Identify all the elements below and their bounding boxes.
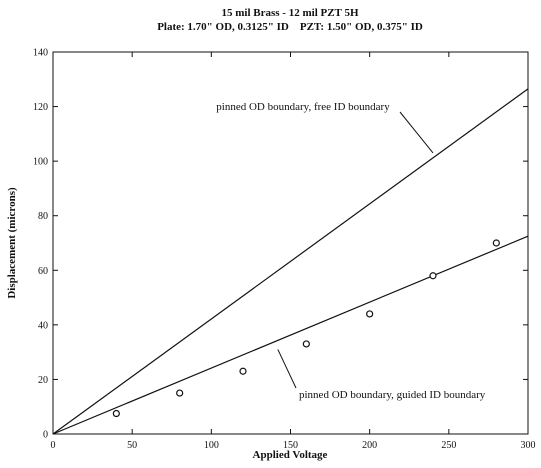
series-line-2: [52, 235, 529, 435]
y-axis-label: Displacement (microns): [6, 187, 18, 299]
y-tick-label: 20: [38, 375, 48, 386]
x-tick-label: 200: [362, 440, 377, 451]
annotation-guided-id: pinned OD boundary, guided ID boundary: [299, 389, 486, 401]
chart-subtitle: Plate: 1.70" OD, 0.3125" ID PZT: 1.50" O…: [157, 21, 423, 33]
data-point: [429, 272, 437, 280]
x-tick-label: 50: [127, 440, 137, 451]
y-tick-label: 40: [38, 320, 48, 331]
x-tick-label: 250: [441, 440, 456, 451]
annotations: pinned OD boundary, free ID boundary pinn…: [216, 101, 485, 401]
data-point: [239, 367, 247, 375]
x-tick-label: 150: [283, 440, 298, 451]
chart-title: 15 mil Brass - 12 mil PZT 5H: [222, 7, 359, 19]
series-line-1: [52, 88, 529, 435]
annotation-leader: [399, 111, 434, 154]
y-tick-label: 80: [38, 211, 48, 222]
y-tick-label: 60: [38, 266, 48, 277]
data-point: [492, 239, 500, 247]
y-tick-label: 140: [33, 48, 48, 59]
data-point: [366, 310, 374, 318]
x-tick-label: 100: [204, 440, 219, 451]
data-point: [302, 340, 310, 348]
annotation-leader: [277, 349, 297, 389]
annotation-free-id: pinned OD boundary, free ID boundary: [216, 101, 390, 113]
axis-ticks: 0 50 100 150 200 250 300 0 20 40 60 80 100 120 140: [33, 48, 536, 452]
y-tick-label: 0: [43, 430, 48, 441]
data-point: [176, 389, 184, 397]
y-tick-label: 100: [33, 157, 48, 168]
x-tick-label: 0: [51, 440, 56, 451]
y-tick-label: 120: [33, 102, 48, 113]
data-series: [52, 88, 529, 435]
x-tick-label: 300: [521, 440, 536, 451]
data-point: [112, 409, 120, 418]
x-axis-label: Applied Voltage: [253, 449, 328, 461]
